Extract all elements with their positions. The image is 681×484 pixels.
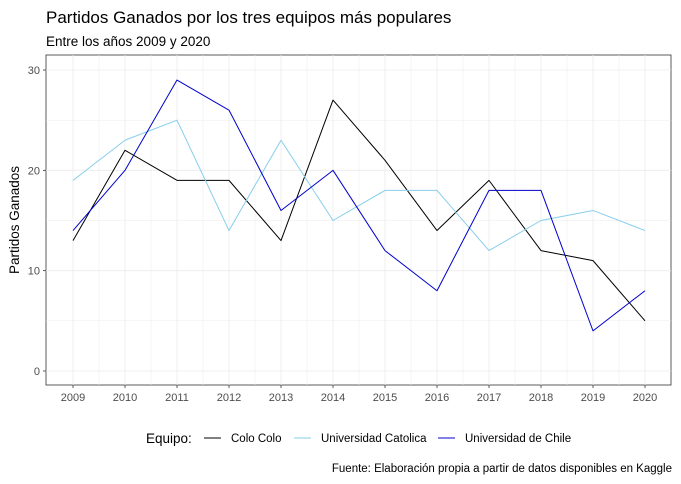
- x-tick-label: 2020: [633, 392, 657, 404]
- y-axis-title: Partidos Ganados: [7, 166, 22, 274]
- x-tick-label: 2019: [581, 392, 605, 404]
- x-tick-label: 2012: [217, 392, 241, 404]
- x-tick-label: 2018: [529, 392, 553, 404]
- legend: Equipo: Colo Colo Universidad Catolica Uni…: [146, 431, 571, 446]
- series-lines: [72, 79, 646, 332]
- x-axis: 2009 2010 2011 2012 2013 2014 2015 2016 2017 2018…: [61, 385, 657, 404]
- series-line-1: [72, 119, 646, 252]
- chart-caption: Fuente: Elaboración propia a partir de d…: [332, 463, 672, 475]
- legend-title: Equipo:: [146, 431, 192, 446]
- x-tick-label: 2017: [477, 392, 501, 404]
- x-tick-label: 2010: [113, 392, 137, 404]
- series-line-2: [72, 79, 646, 332]
- chart-title: Partidos Ganados por los tres equipos má…: [46, 8, 451, 27]
- x-tick-label: 2016: [425, 392, 449, 404]
- y-tick-label: 30: [28, 65, 40, 77]
- legend-label-2: Universidad de Chile: [465, 433, 571, 445]
- x-tick-label: 2009: [61, 392, 85, 404]
- x-tick-label: 2011: [165, 392, 189, 404]
- series-line-0: [72, 99, 646, 322]
- legend-label-1: Universidad Catolica: [321, 433, 427, 445]
- y-tick-label: 0: [34, 366, 40, 378]
- x-tick-label: 2013: [269, 392, 293, 404]
- y-tick-label: 20: [28, 165, 40, 177]
- x-tick-label: 2015: [373, 392, 397, 404]
- x-tick-label: 2014: [321, 392, 345, 404]
- y-tick-label: 10: [28, 266, 40, 278]
- legend-label-0: Colo Colo: [231, 433, 282, 445]
- plot-panel: [45, 54, 672, 386]
- chart-subtitle: Entre los años 2009 y 2020: [46, 34, 210, 49]
- y-axis: 0 10 20 30: [28, 65, 46, 378]
